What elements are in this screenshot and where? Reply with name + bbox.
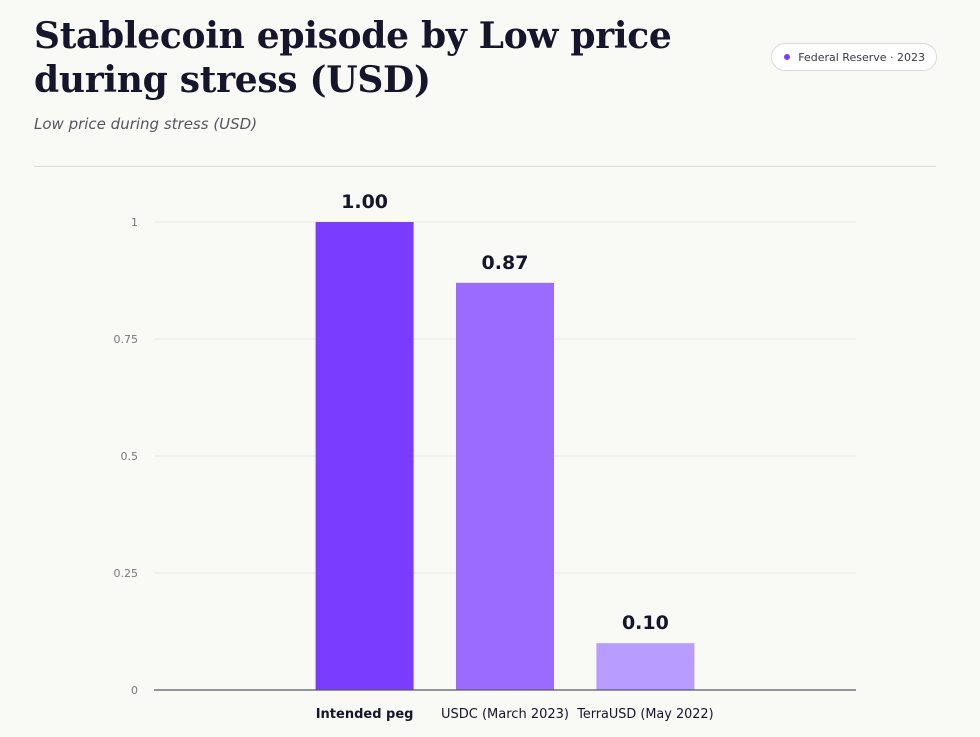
- source-badge-label: Federal Reserve · 2023: [798, 50, 925, 64]
- x-tick-label: USDC (March 2023): [441, 707, 569, 722]
- header-divider: [34, 166, 936, 167]
- y-tick-label: 1: [131, 216, 138, 229]
- chart-subtitle: Low price during stress (USD): [34, 115, 258, 133]
- y-tick-label: 0.5: [121, 450, 139, 463]
- bar-value-label: 1.00: [341, 191, 388, 213]
- x-tick-label: Intended peg: [316, 707, 414, 722]
- source-badge: Federal Reserve · 2023: [771, 43, 937, 71]
- y-tick-label: 0.25: [114, 567, 139, 580]
- y-tick-label: 0.75: [114, 333, 139, 346]
- bar: [596, 643, 695, 690]
- bar-value-label: 0.87: [482, 252, 529, 274]
- source-dot-icon: [784, 54, 791, 60]
- bar: [456, 282, 554, 690]
- bar: [315, 222, 414, 690]
- x-tick-label: TerraUSD (May 2022): [576, 707, 713, 722]
- bar-value-label: 0.10: [622, 612, 669, 634]
- y-tick-label: 0: [131, 684, 138, 697]
- chart-title: Stablecoin episode by Low price during s…: [34, 15, 672, 101]
